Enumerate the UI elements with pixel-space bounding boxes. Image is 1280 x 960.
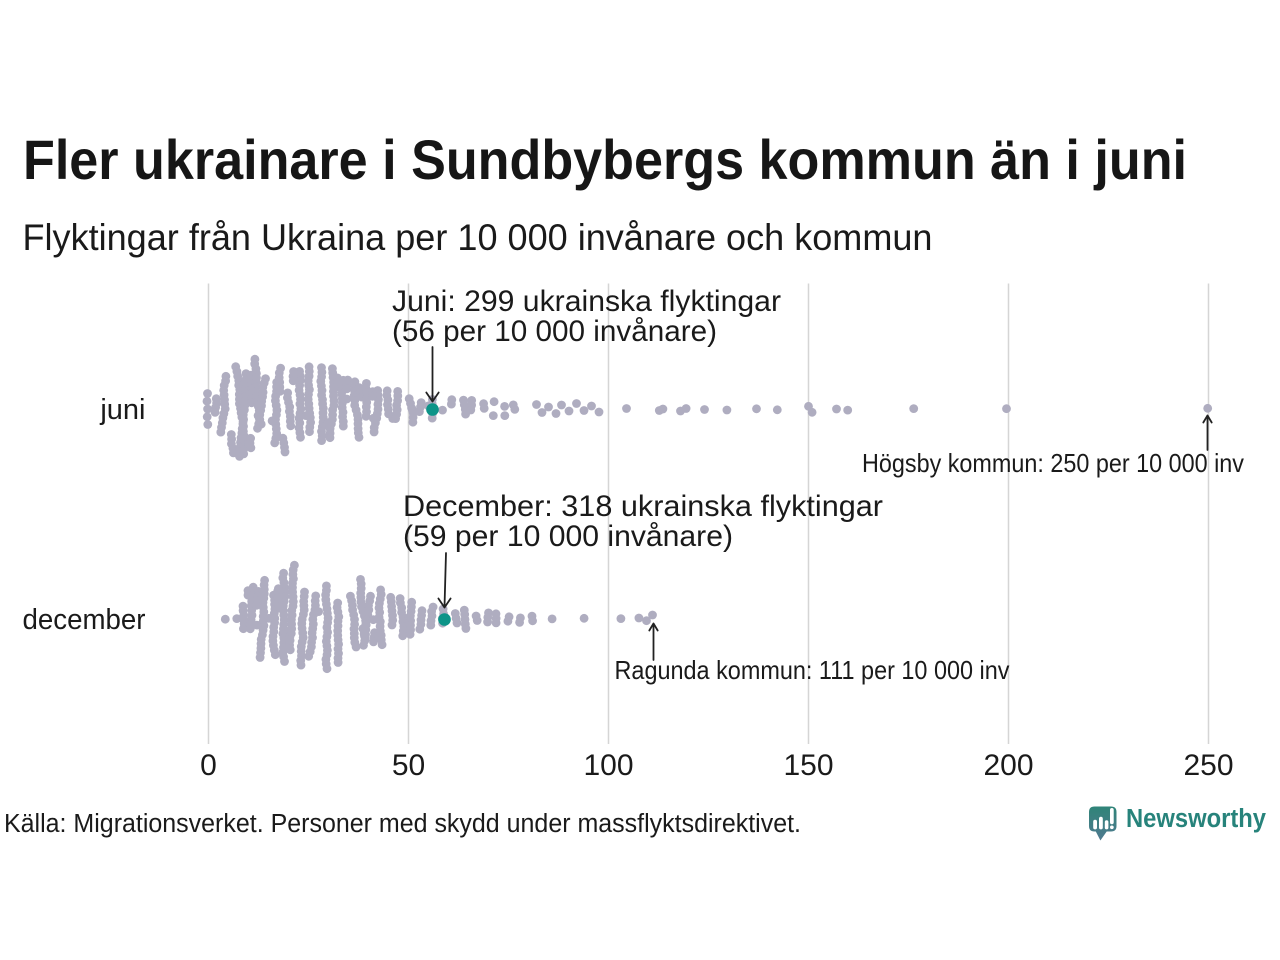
- svg-text:juni: juni: [99, 394, 145, 426]
- svg-text:100: 100: [583, 749, 633, 782]
- svg-text:200: 200: [983, 749, 1033, 782]
- svg-text:December: 318 ukrainska flykti: December: 318 ukrainska flyktingar: [403, 490, 883, 523]
- svg-text:50: 50: [392, 749, 425, 782]
- svg-text:Juni: 299 ukrainska flyktingar: Juni: 299 ukrainska flyktingar: [392, 285, 781, 318]
- svg-text:250: 250: [1183, 749, 1233, 782]
- svg-text:Fler ukrainare i Sundbybergs k: Fler ukrainare i Sundbybergs kommun än i…: [23, 128, 1187, 191]
- svg-text:(56 per 10 000 invånare): (56 per 10 000 invånare): [392, 315, 717, 348]
- svg-text:150: 150: [783, 749, 833, 782]
- svg-text:Källa: Migrationsverket. Perso: Källa: Migrationsverket. Personer med sk…: [4, 810, 801, 838]
- svg-text:Högsby kommun: 250 per 10 000: Högsby kommun: 250 per 10 000 inv: [862, 448, 1244, 478]
- svg-text:december: december: [23, 604, 146, 636]
- svg-text:Ragunda kommun: 111 per 10 000: Ragunda kommun: 111 per 10 000 inv: [615, 655, 1010, 685]
- svg-text:(59 per 10 000 invånare): (59 per 10 000 invånare): [403, 520, 733, 553]
- svg-text:Flyktingar från Ukraina per 10: Flyktingar från Ukraina per 10 000 invån…: [23, 217, 933, 258]
- svg-text:Newsworthy: Newsworthy: [1126, 805, 1267, 833]
- svg-text:0: 0: [200, 749, 217, 782]
